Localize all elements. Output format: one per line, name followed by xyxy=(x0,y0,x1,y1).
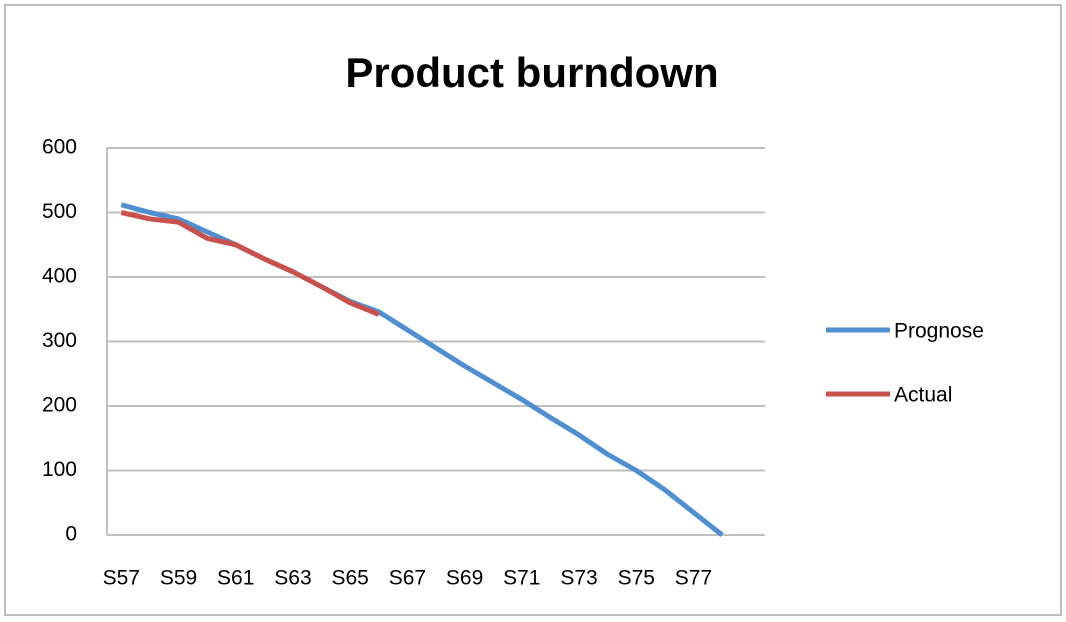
y-tick-label: 0 xyxy=(65,523,77,546)
x-tick-label: S67 xyxy=(389,567,426,590)
legend-label: Actual xyxy=(894,384,952,407)
x-tick-label: S75 xyxy=(618,567,655,590)
x-tick-label: S63 xyxy=(274,567,311,590)
y-tick-label: 400 xyxy=(42,265,77,288)
y-tick-label: 300 xyxy=(42,329,77,352)
x-tick-label: S71 xyxy=(503,567,540,590)
x-tick-label: S61 xyxy=(217,567,254,590)
y-tick-label: 100 xyxy=(42,458,77,481)
y-tick-label: 600 xyxy=(42,136,77,159)
series-line xyxy=(120,210,380,317)
legend-label: Prognose xyxy=(894,320,984,343)
x-tick-label: S77 xyxy=(675,567,712,590)
x-tick-label: S65 xyxy=(331,567,368,590)
x-tick-label: S57 xyxy=(103,567,140,590)
x-tick-label: S73 xyxy=(560,567,597,590)
x-tick-label: S69 xyxy=(446,567,483,590)
chart-title: Product burndown xyxy=(345,49,718,96)
chart-border xyxy=(4,4,1062,616)
series-line xyxy=(120,202,724,537)
y-tick-label: 200 xyxy=(42,394,77,417)
y-tick-label: 500 xyxy=(42,200,77,223)
x-tick-label: S59 xyxy=(160,567,197,590)
